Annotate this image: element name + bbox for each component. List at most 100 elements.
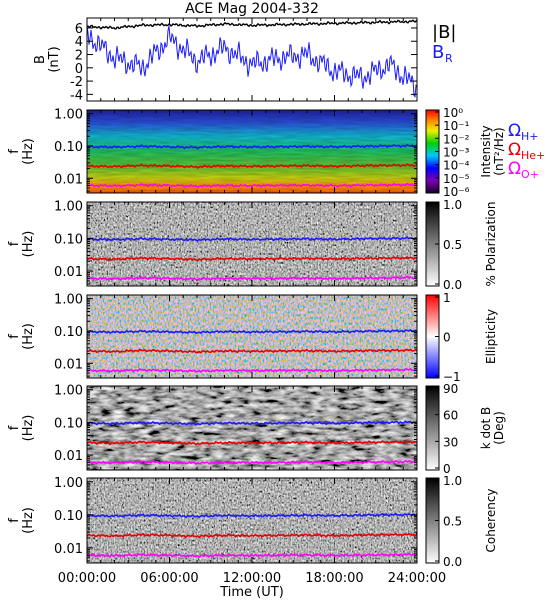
- heatmap-texture: [87, 202, 417, 286]
- x-tick-label: 00:00:00: [58, 571, 116, 586]
- gyro-line-oo: [86, 552, 418, 559]
- colorbar-tick-label: 10⁻¹: [443, 119, 470, 133]
- colorbar-tick-label: 1.0: [443, 474, 462, 488]
- colorbar-tick-label: 1.0: [443, 198, 462, 212]
- y-axis-label: B: [33, 55, 48, 64]
- heatmap-texture: [87, 295, 417, 378]
- y-tick-label: 0.01: [54, 542, 83, 557]
- y-tick-label: 0.10: [54, 416, 83, 431]
- gyro-line-oo: [86, 367, 418, 373]
- colorbar-unit: (Deg): [492, 411, 506, 445]
- colorbar-tick-label: 0.0: [443, 278, 462, 292]
- y-tick-label: 0.10: [54, 232, 83, 247]
- colorbar-tick-label: −1: [443, 370, 461, 384]
- gyro-legend: Ω H+Ω He+Ω O+: [508, 121, 545, 181]
- x-tick-label: 12:00:00: [223, 571, 281, 586]
- y-tick-label: 0.01: [54, 449, 83, 464]
- legend-omega: Ω: [508, 140, 521, 160]
- y-axis-unit: (Hz): [21, 323, 36, 350]
- colorbar: 1 0 −1 Ellipticity: [425, 291, 498, 384]
- colorbar: 1.0 0.5 0.0 % Polarization: [425, 198, 498, 292]
- colorbar-label: Coherency: [484, 488, 498, 552]
- colorbar-tick-label: 0: [443, 331, 451, 345]
- colorbar-label: k dot B: [479, 407, 493, 449]
- gyro-line-ohe: [86, 348, 418, 354]
- y-axis-unit: (Hz): [21, 138, 36, 165]
- panel-intensity: 0.01 0.10 1.00 f (Hz) 10⁰10⁻¹10⁻²10⁻³10⁻⁴10⁻⁵…: [7, 106, 545, 199]
- gyro-line-ohe: [86, 440, 418, 446]
- colorbar-tick-label: 60: [443, 409, 458, 423]
- colorbar-tick-label: 1: [443, 291, 451, 305]
- legend-omega-sub: He+: [521, 149, 545, 162]
- x-tick-label: 18:00:00: [305, 571, 363, 586]
- x-axis-label: Time (UT): [219, 585, 284, 600]
- y-tick-label: -4: [70, 88, 83, 103]
- gyro-line-oo: [86, 459, 418, 466]
- y-axis-label: f: [7, 518, 22, 523]
- y-tick-label: 2: [75, 49, 83, 64]
- gyro-line-ohe: [86, 163, 418, 170]
- colorbar-gradient: [425, 385, 440, 471]
- colorbar-label: % Polarization: [484, 202, 498, 287]
- gyro-line-ohe: [86, 255, 418, 262]
- y-axis-label: f: [7, 425, 22, 430]
- panel-ellipticity: 0.01 0.10 1.00 f (Hz) 1 0 −1 Ellipticity: [7, 291, 498, 384]
- x-tick-label: 06:00:00: [140, 571, 198, 586]
- colorbar-tick-label: 10⁻²: [443, 132, 470, 146]
- colorbar-tick-label: 90: [443, 382, 458, 396]
- panel-polarization: 0.01 0.10 1.00 f (Hz) 1.0 0.5 0.0 % Polarization: [7, 198, 498, 292]
- colorbar-tick-label: 0.5: [443, 238, 462, 252]
- y-axis-unit: (nT): [47, 46, 62, 72]
- y-tick-label: 1.00: [54, 293, 83, 308]
- y-tick-label: 0.01: [54, 172, 83, 187]
- y-axis-label: f: [7, 149, 22, 154]
- y-tick-label: 1.00: [54, 200, 83, 215]
- heatmap-texture: [87, 386, 417, 470]
- y-tick-label: -2: [70, 75, 83, 90]
- y-tick-label: 1.00: [54, 108, 83, 123]
- gyro-line-oh: [86, 420, 418, 426]
- gyro-line-oo: [86, 182, 418, 189]
- heatmap-texture: [87, 110, 417, 193]
- y-tick-label: 6: [75, 22, 83, 37]
- x-tick-label: 24:00:00: [388, 571, 446, 586]
- y-axis-unit: (Hz): [21, 507, 36, 534]
- y-tick-label: 0.10: [54, 325, 83, 340]
- colorbar: 90 60 30 0 k dot B (Deg): [425, 382, 506, 476]
- gyro-line-oh: [86, 329, 418, 335]
- y-tick-label: 0: [75, 62, 83, 77]
- b-legend: |B|B R: [432, 22, 456, 65]
- chart-title: ACE Mag 2004-332: [185, 1, 319, 17]
- colorbar-tick-label: 10⁻⁶: [443, 185, 470, 199]
- y-tick-label: 4: [75, 35, 83, 50]
- colorbar-tick-label: 0.0: [443, 555, 462, 569]
- gyro-line-oh: [86, 143, 418, 150]
- colorbar-unit: (nT²/Hz): [492, 127, 506, 175]
- colorbar-tick-label: 30: [443, 435, 458, 449]
- gyro-line-oh: [86, 236, 418, 242]
- legend-btotal: |B|: [432, 22, 456, 43]
- y-tick-label: 0.01: [54, 357, 83, 372]
- colorbar-label: Ellipticity: [484, 309, 498, 364]
- colorbar-tick-label: 10⁻⁴: [443, 159, 470, 173]
- legend-br: B: [432, 42, 444, 63]
- colorbar-tick-label: 0.5: [443, 515, 462, 529]
- legend-omega: Ω: [508, 121, 521, 141]
- y-tick-label: 0.01: [54, 265, 83, 280]
- colorbar-tick-label: 10⁻³: [443, 146, 470, 160]
- series-line-btotal: [86, 19, 418, 30]
- y-axis-label: f: [7, 241, 22, 246]
- panel-coherency: 0.01 0.10 1.00 f (Hz) 1.0 0.5 0.0 Coherency: [7, 474, 498, 569]
- colorbar-tick-label: 10⁻⁵: [443, 172, 470, 186]
- gyro-line-ohe: [86, 532, 418, 539]
- legend-br-sub: R: [445, 52, 453, 65]
- panel-kdotb: 0.01 0.10 1.00 f (Hz) 90 60 30 0 k dot B (Deg): [7, 382, 506, 476]
- y-tick-label: 0.10: [54, 140, 83, 155]
- colorbar-label: Intensity: [479, 125, 493, 177]
- y-tick-label: 1.00: [54, 476, 83, 491]
- y-tick-label: 0.10: [54, 509, 83, 524]
